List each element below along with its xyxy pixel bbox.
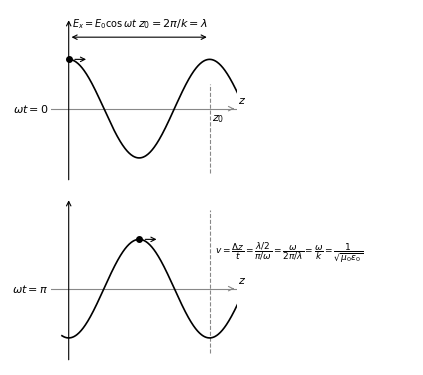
Text: $z_0=2\pi/k=\lambda$: $z_0=2\pi/k=\lambda$ [137, 18, 207, 31]
Text: $E_x=E_0\cos\omega t$: $E_x=E_0\cos\omega t$ [72, 18, 137, 31]
Text: $\omega t=\pi$: $\omega t=\pi$ [12, 283, 49, 295]
Text: $z$: $z$ [238, 276, 246, 286]
Text: $z_0$: $z_0$ [212, 113, 224, 125]
Text: $z$: $z$ [238, 96, 246, 106]
Text: $\omega t=0$: $\omega t=0$ [13, 103, 49, 115]
Text: $v=\dfrac{\Delta z}{t}=\dfrac{\lambda/2}{\pi/\omega}=\dfrac{\omega}{2\pi/\lambda: $v=\dfrac{\Delta z}{t}=\dfrac{\lambda/2}… [215, 241, 363, 266]
